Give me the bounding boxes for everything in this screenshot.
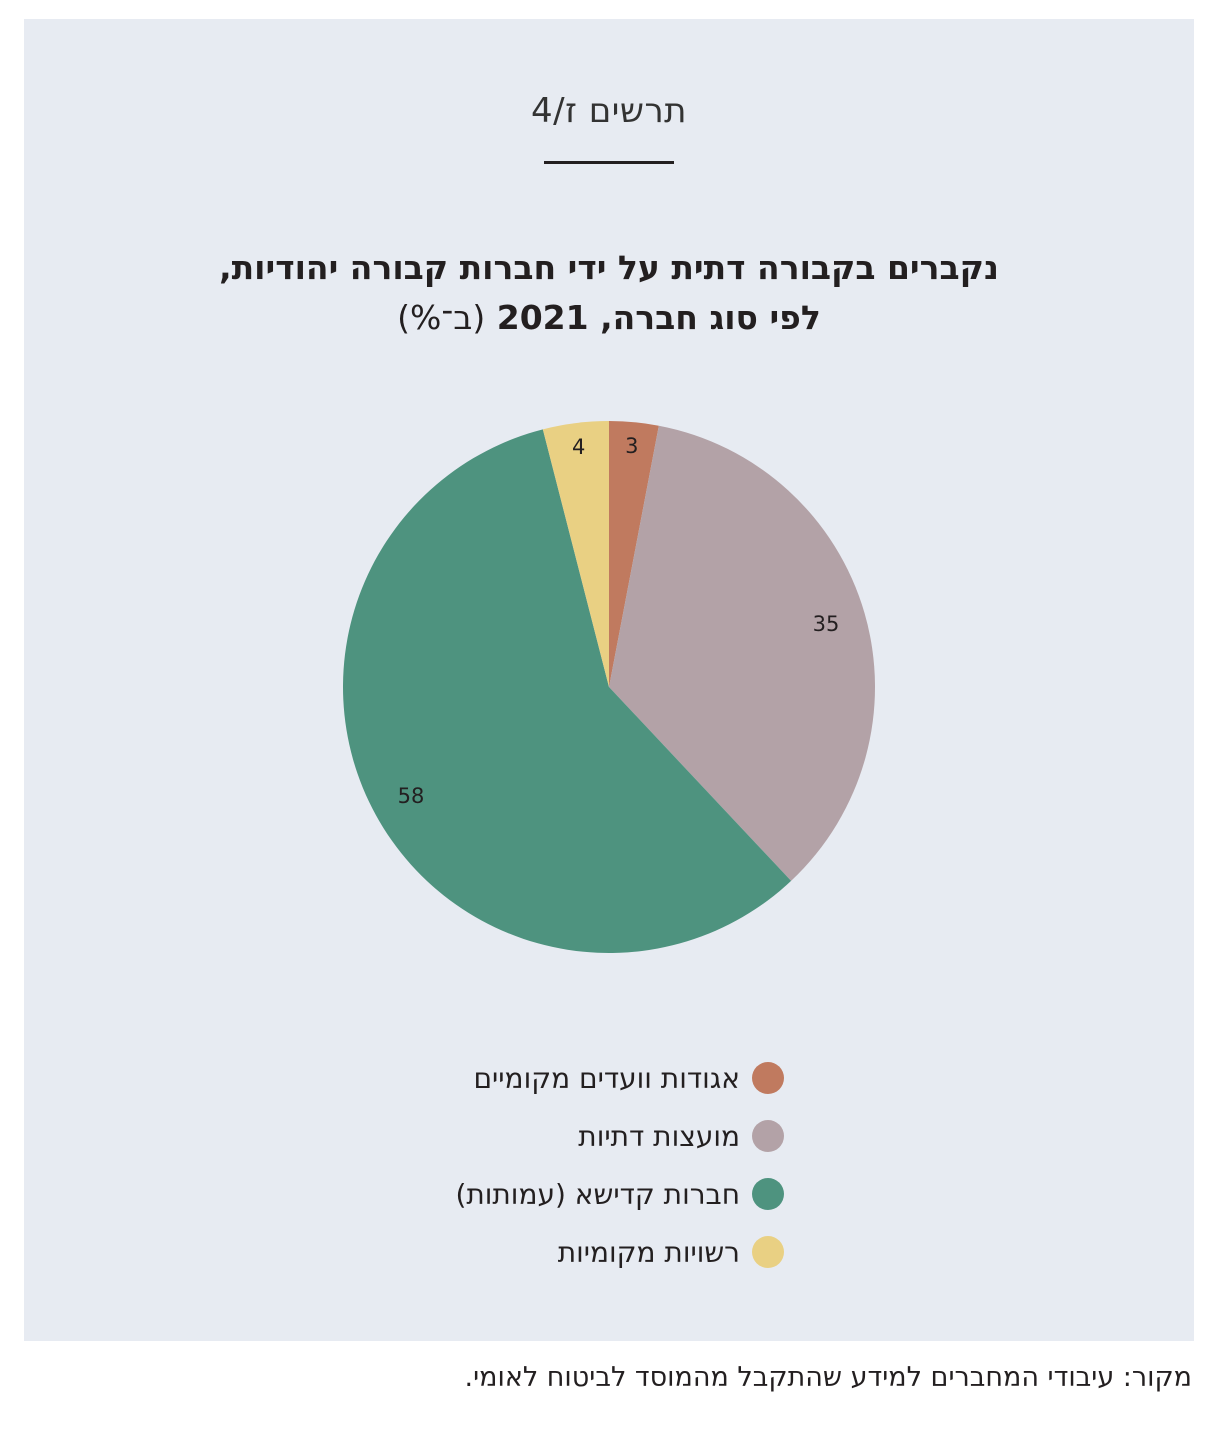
- legend-swatch: [752, 1178, 784, 1210]
- legend-swatch: [752, 1236, 784, 1268]
- legend-swatch: [752, 1120, 784, 1152]
- legend-label: רשויות מקומיות: [557, 1235, 740, 1269]
- pie-chart-area: 3 35 58 4: [24, 19, 1194, 1019]
- pie-slice-1: [609, 421, 659, 687]
- legend-item-2: מועצות דתיות: [455, 1107, 784, 1165]
- pie-slice-2: [609, 425, 875, 881]
- figure-label: תרשים ז/4: [531, 91, 687, 131]
- legend-swatch: [752, 1062, 784, 1094]
- legend-label: אגודות וועדים מקומיים: [473, 1061, 740, 1095]
- pie-slice-4: [542, 421, 609, 687]
- pie-slice-3: [342, 429, 792, 953]
- legend-item-4: רשויות מקומיות: [455, 1223, 784, 1281]
- legend-label: חברות קדישא (עמותות): [455, 1177, 740, 1211]
- pie-slice-label-4: 4: [572, 435, 585, 459]
- chart-title-unit: (ב־%): [397, 298, 486, 337]
- legend-item-1: אגודות וועדים מקומיים: [455, 1049, 784, 1107]
- pie-slice-label-3: 58: [398, 784, 425, 808]
- chart-title: נקברים בקבורה דתית על ידי חברות קבורה יה…: [24, 243, 1194, 343]
- figure-panel: תרשים ז/4 נקברים בקבורה דתית על ידי חברו…: [24, 19, 1194, 1341]
- chart-title-line2-text: לפי סוג חברה, 2021: [496, 298, 821, 337]
- chart-title-line1: נקברים בקבורה דתית על ידי חברות קבורה יה…: [219, 248, 999, 287]
- legend-label: מועצות דתיות: [578, 1119, 740, 1153]
- chart-title-line2: לפי סוג חברה, 2021 (ב־%): [24, 293, 1194, 343]
- chart-legend: אגודות וועדים מקומיים מועצות דתיות חברות ק…: [455, 1049, 784, 1281]
- figure-label-underline: [544, 161, 674, 164]
- pie-slice-label-1: 3: [625, 434, 638, 458]
- legend-item-3: חברות קדישא (עמותות): [455, 1165, 784, 1223]
- pie-slice-label-2: 35: [813, 612, 840, 636]
- source-note: מקור: עיבודי המחברים למידע שהתקבל מהמוסד…: [464, 1362, 1193, 1393]
- pie-chart: 3 35 58 4: [342, 421, 875, 953]
